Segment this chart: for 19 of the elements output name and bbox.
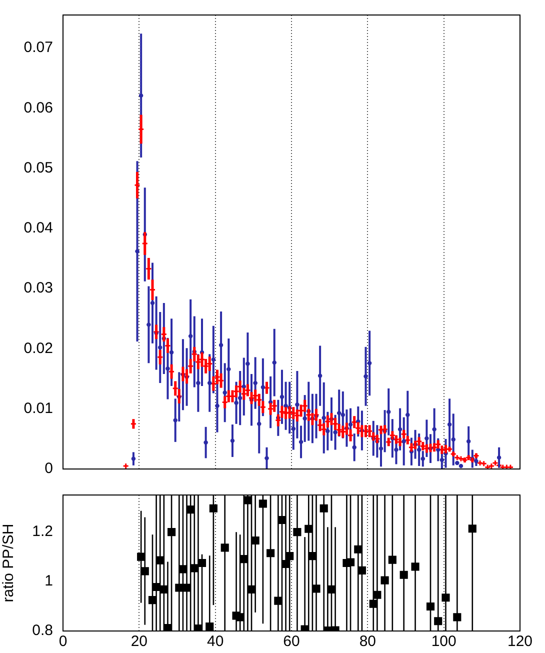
y-tick-label: 1 bbox=[44, 572, 53, 590]
x-tick-label: 80 bbox=[359, 633, 376, 650]
x-tick-label: 0 bbox=[58, 633, 68, 650]
y-tick-label: 0.07 bbox=[24, 39, 53, 56]
x-tick-label: 20 bbox=[130, 633, 148, 650]
y-axis-title: ratio PP/SH bbox=[0, 524, 18, 602]
y-tick-label: 0.04 bbox=[24, 220, 53, 237]
y-tick-label: 0.01 bbox=[24, 400, 53, 418]
y-tick-label: 0.8 bbox=[32, 622, 53, 640]
y-tick-label: 0.02 bbox=[24, 340, 53, 357]
y-tick-label: 1.2 bbox=[32, 523, 53, 540]
y-tick-label: 0 bbox=[44, 460, 53, 478]
x-tick-label: 100 bbox=[431, 633, 456, 650]
y-tick-label: 0.06 bbox=[24, 99, 53, 116]
y-tick-label: 0.03 bbox=[24, 280, 53, 297]
y-tick-label: 0.05 bbox=[24, 159, 53, 176]
x-tick-label: 120 bbox=[507, 633, 533, 650]
x-tick-label: 40 bbox=[206, 633, 224, 650]
x-tick-label: 60 bbox=[283, 633, 300, 650]
